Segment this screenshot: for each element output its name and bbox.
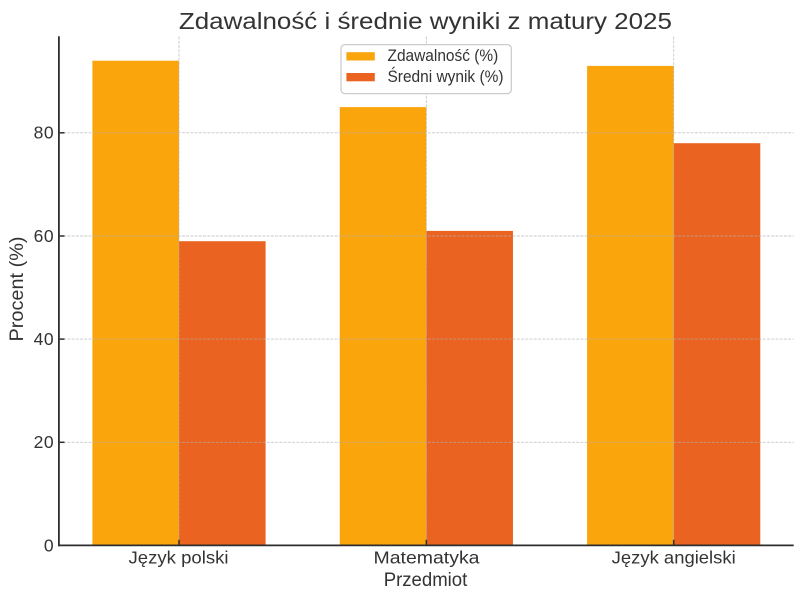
svg-text:0: 0 (44, 535, 54, 555)
svg-text:Język angielski: Język angielski (612, 547, 736, 567)
svg-text:20: 20 (34, 432, 54, 452)
svg-text:80: 80 (34, 123, 54, 143)
svg-text:Matematyka: Matematyka (374, 547, 480, 567)
svg-text:Przedmiot: Przedmiot (384, 570, 468, 591)
svg-text:Średni wynik (%): Średni wynik (%) (388, 67, 504, 86)
svg-text:Język polski: Język polski (129, 547, 229, 567)
svg-text:Zdawalność i średnie wyniki z: Zdawalność i średnie wyniki z matury 202… (179, 8, 672, 34)
svg-text:Procent (%): Procent (%) (7, 237, 28, 342)
svg-text:60: 60 (34, 226, 54, 246)
svg-text:40: 40 (34, 329, 54, 349)
svg-text:Zdawalność (%): Zdawalność (%) (388, 46, 499, 65)
